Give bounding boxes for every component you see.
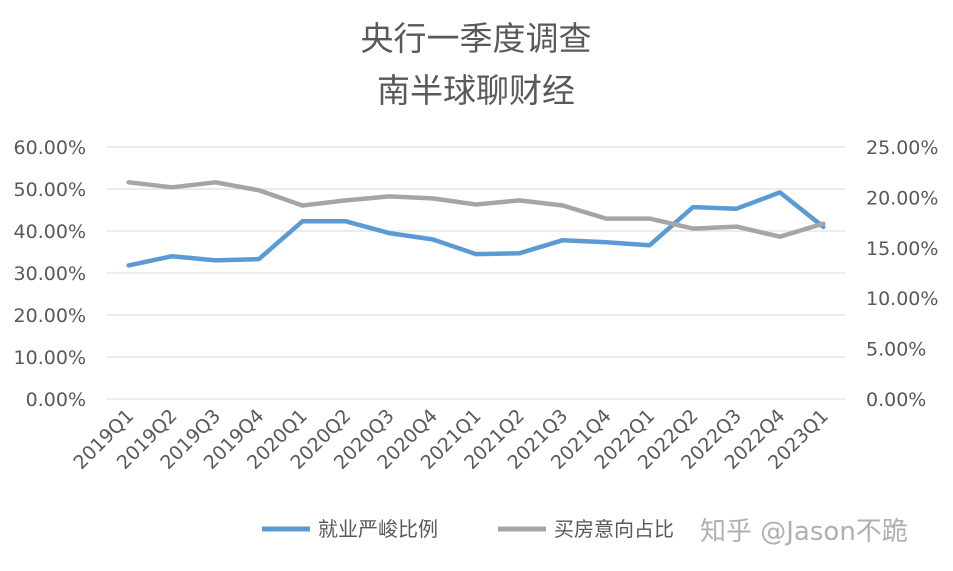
legend-label: 买房意向占比: [554, 517, 674, 541]
legend-label: 就业严峻比例: [318, 517, 438, 541]
series-lines: [126, 180, 826, 268]
left-tick-label: 10.00%: [14, 347, 86, 369]
watermark: 知乎 @Jason不跪: [700, 517, 908, 547]
left-tick-label: 30.00%: [14, 263, 86, 285]
series-line: [126, 190, 826, 268]
chart-title: 央行一季度调查: [361, 19, 592, 58]
right-tick-label: 20.00%: [866, 187, 938, 209]
left-tick-label: 0.00%: [26, 389, 86, 411]
left-tick-label: 60.00%: [14, 137, 86, 159]
chart-subtitle: 南半球聊财经: [377, 71, 575, 110]
right-tick-label: 10.00%: [866, 288, 938, 310]
left-tick-label: 50.00%: [14, 179, 86, 201]
left-tick-label: 20.00%: [14, 305, 86, 327]
right-tick-label: 0.00%: [866, 389, 926, 411]
legend: 就业严峻比例 买房意向占比: [262, 517, 674, 541]
left-axis: 0.00% 10.00% 20.00% 30.00% 40.00% 50.00% 60.00…: [14, 137, 86, 411]
right-tick-label: 15.00%: [866, 238, 938, 260]
x-axis: 2019Q12019Q22019Q32019Q42020Q12020Q22020…: [69, 405, 832, 474]
right-axis: 0.00% 5.00% 10.00% 15.00% 20.00% 25.00%: [866, 137, 938, 411]
left-tick-label: 40.00%: [14, 221, 86, 243]
right-tick-label: 5.00%: [866, 339, 926, 361]
right-tick-label: 25.00%: [866, 137, 938, 159]
series-line: [126, 180, 826, 239]
gridlines: [107, 146, 845, 400]
